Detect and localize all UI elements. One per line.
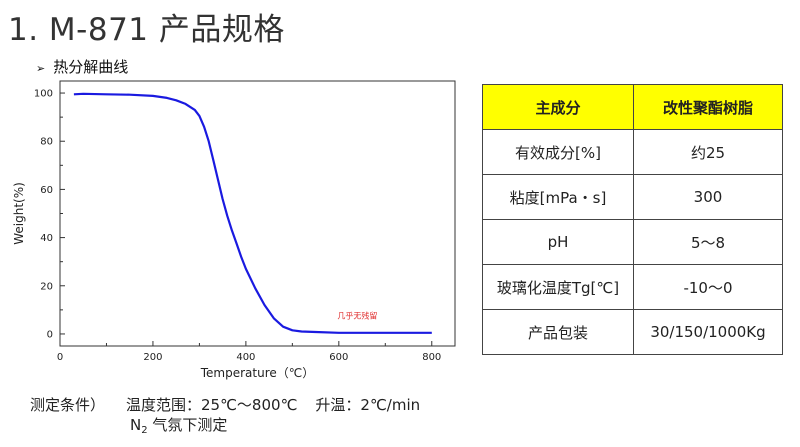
annotation-label: 几乎无残留: [337, 310, 377, 320]
series-line: [73, 92, 432, 334]
spec-table-row: pH 5～8: [482, 219, 783, 265]
x-tick-label: 400: [236, 352, 255, 363]
spec-table: 主成分 改性聚酯树脂 有效成分[%] 约25 粘度[mPa・s] 300 pH …: [482, 84, 783, 355]
spec-label-cell: pH: [482, 219, 634, 265]
chart-subtitle-text: 热分解曲线: [53, 58, 129, 76]
spec-table-row: 产品包装 30/150/1000Kg: [482, 309, 783, 355]
spec-header-cell: 改性聚酯树脂: [633, 84, 783, 130]
atmosphere-rest: 气氛下测定: [147, 416, 228, 434]
x-tick-label: 0: [57, 352, 63, 363]
y-tick-label: 60: [40, 185, 53, 196]
y-tick-label: 0: [47, 329, 53, 340]
x-tick-label: 200: [143, 352, 162, 363]
spec-table-row: 粘度[mPa・s] 300: [482, 174, 783, 220]
y-tick-label: 80: [40, 137, 53, 148]
spec-label-cell: 玻璃化温度Tg[℃]: [482, 264, 634, 310]
spec-table-row: 玻璃化温度Tg[℃] -10～0: [482, 264, 783, 310]
spec-label-cell: 有效成分[%]: [482, 129, 634, 175]
y-tick-label: 20: [40, 281, 53, 292]
atmosphere-subscript: 2: [141, 425, 148, 436]
spec-value-cell: 约25: [633, 129, 783, 175]
y-axis-label: Weight(%): [12, 182, 26, 245]
spec-table-row: 有效成分[%] 约25: [482, 129, 783, 175]
chart-subtitle: ➢ 热分解曲线: [36, 56, 128, 77]
y-tick-label: 100: [34, 89, 53, 100]
spec-label-cell: 产品包装: [482, 309, 634, 355]
spec-value-cell: 5～8: [633, 219, 783, 265]
spec-value-cell: 30/150/1000Kg: [633, 309, 783, 355]
spec-value-cell: -10～0: [633, 264, 783, 310]
x-axis-label: Temperature（℃）: [200, 366, 315, 380]
arrow-bullet-icon: ➢: [36, 62, 46, 75]
plot-frame: [59, 80, 456, 347]
spec-label-cell: 粘度[mPa・s]: [482, 174, 634, 220]
spec-header-cell: 主成分: [482, 84, 634, 130]
conditions-label: 测定条件）: [30, 396, 106, 414]
y-tick-label: 40: [40, 233, 53, 244]
page-title: 1. M-871 产品规格: [8, 12, 285, 48]
conditions-atmosphere: N2 气氛下测定: [130, 414, 227, 436]
x-tick-label: 600: [329, 352, 348, 363]
atmosphere-n: N: [130, 416, 142, 434]
spec-value-cell: 300: [633, 174, 783, 220]
test-conditions: 测定条件） 温度范围：25℃～800℃ 升温：2℃/min: [30, 394, 420, 415]
x-tick-label: 800: [422, 352, 441, 363]
conditions-heating-rate: 升温：2℃/min: [315, 396, 421, 414]
conditions-temp-range: 温度范围：25℃～800℃: [126, 396, 298, 414]
spec-table-header-row: 主成分 改性聚酯树脂: [482, 84, 783, 130]
